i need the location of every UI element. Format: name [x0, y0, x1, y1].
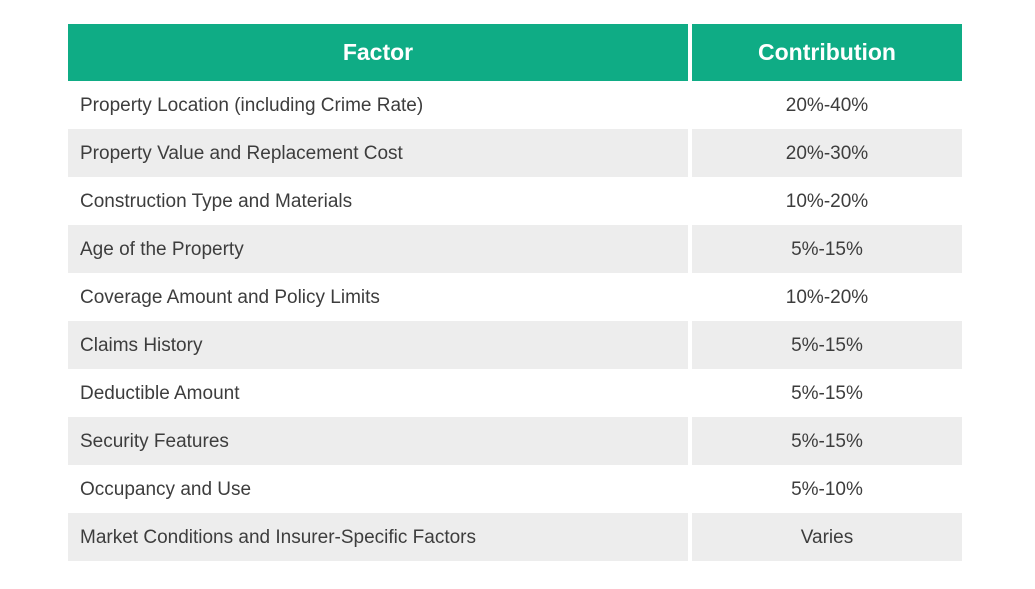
- factor-contribution-table: Factor Contribution Property Location (i…: [68, 24, 962, 561]
- contribution-cell-text: 5%-15%: [791, 334, 863, 356]
- factor-cell: Deductible Amount: [68, 369, 688, 417]
- contribution-cell-text: 10%-20%: [785, 190, 869, 212]
- factor-cell-text: Deductible Amount: [80, 382, 240, 404]
- column-gutter: [688, 177, 692, 225]
- factor-cell-text: Market Conditions and Insurer-Specific F…: [80, 526, 476, 548]
- factor-cell: Construction Type and Materials: [68, 177, 688, 225]
- contribution-cell: 20%-30%: [692, 129, 962, 177]
- table-row: Coverage Amount and Policy Limits 10%-20…: [68, 273, 962, 321]
- factor-cell: Security Features: [68, 417, 688, 465]
- column-gutter: [688, 24, 692, 81]
- column-gutter: [688, 81, 692, 129]
- table-row: Deductible Amount 5%-15%: [68, 369, 962, 417]
- column-gutter: [688, 465, 692, 513]
- table-row: Property Value and Replacement Cost 20%-…: [68, 129, 962, 177]
- contribution-cell: 5%-10%: [692, 465, 962, 513]
- table-row: Construction Type and Materials 10%-20%: [68, 177, 962, 225]
- contribution-cell: 20%-40%: [692, 81, 962, 129]
- table-row: Occupancy and Use 5%-10%: [68, 465, 962, 513]
- contribution-cell: 5%-15%: [692, 417, 962, 465]
- factor-cell: Coverage Amount and Policy Limits: [68, 273, 688, 321]
- contribution-cell-text: 10%-20%: [785, 286, 869, 308]
- table-row: Claims History 5%-15%: [68, 321, 962, 369]
- factor-cell: Claims History: [68, 321, 688, 369]
- column-gutter: [688, 225, 692, 273]
- contribution-cell-text: 5%-15%: [791, 382, 863, 404]
- factor-cell: Occupancy and Use: [68, 465, 688, 513]
- factor-cell: Property Value and Replacement Cost: [68, 129, 688, 177]
- column-gutter: [688, 273, 692, 321]
- contribution-cell: 5%-15%: [692, 369, 962, 417]
- factor-cell-text: Coverage Amount and Policy Limits: [80, 286, 380, 308]
- factor-cell-text: Claims History: [80, 334, 203, 356]
- factor-cell-text: Construction Type and Materials: [80, 190, 353, 212]
- table-row: Property Location (including Crime Rate)…: [68, 81, 962, 129]
- factor-cell: Market Conditions and Insurer-Specific F…: [68, 513, 688, 561]
- factor-cell-text: Occupancy and Use: [80, 478, 252, 500]
- column-gutter: [688, 129, 692, 177]
- contribution-cell-text: 5%-15%: [791, 238, 863, 260]
- table-row: Age of the Property 5%-15%: [68, 225, 962, 273]
- contribution-cell-text: 5%-10%: [791, 478, 863, 500]
- column-gutter: [688, 417, 692, 465]
- contribution-cell-text: Varies: [800, 526, 854, 548]
- table-header-row: Factor Contribution: [68, 24, 962, 81]
- factor-cell: Age of the Property: [68, 225, 688, 273]
- factor-cell-text: Age of the Property: [80, 238, 244, 260]
- contribution-cell-text: 20%-30%: [785, 142, 869, 164]
- column-header-factor: Factor: [68, 24, 688, 81]
- column-header-contribution: Contribution: [692, 24, 962, 81]
- contribution-cell: 5%-15%: [692, 225, 962, 273]
- contribution-cell-text: 20%-40%: [785, 94, 869, 116]
- contribution-cell: 10%-20%: [692, 177, 962, 225]
- factor-cell-text: Security Features: [80, 430, 229, 452]
- factor-cell: Property Location (including Crime Rate): [68, 81, 688, 129]
- column-gutter: [688, 369, 692, 417]
- column-gutter: [688, 513, 692, 561]
- contribution-cell: 10%-20%: [692, 273, 962, 321]
- column-gutter: [688, 321, 692, 369]
- table-row: Market Conditions and Insurer-Specific F…: [68, 513, 962, 561]
- table-row: Security Features 5%-15%: [68, 417, 962, 465]
- factor-cell-text: Property Location (including Crime Rate): [80, 94, 424, 116]
- table-body: Property Location (including Crime Rate)…: [68, 81, 962, 561]
- contribution-cell-text: 5%-15%: [791, 430, 863, 452]
- contribution-cell: Varies: [692, 513, 962, 561]
- factor-cell-text: Property Value and Replacement Cost: [80, 142, 403, 164]
- contribution-cell: 5%-15%: [692, 321, 962, 369]
